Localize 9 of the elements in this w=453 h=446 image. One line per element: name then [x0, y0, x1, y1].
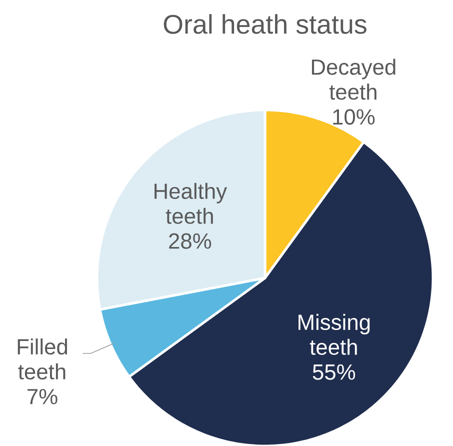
slice-label: Missing teeth — [298, 314, 370, 355]
data-label: 55% — [312, 364, 356, 380]
slice-label: Filled teeth — [18, 338, 68, 380]
data-label: 10% — [333, 109, 375, 125]
slice-label: Decayed teeth — [312, 58, 396, 100]
chart-title: Oral heath status — [164, 14, 366, 34]
data-label: 7% — [28, 388, 58, 404]
data-label: 28% — [169, 233, 212, 249]
slice-label: Healthy teeth — [154, 182, 228, 224]
